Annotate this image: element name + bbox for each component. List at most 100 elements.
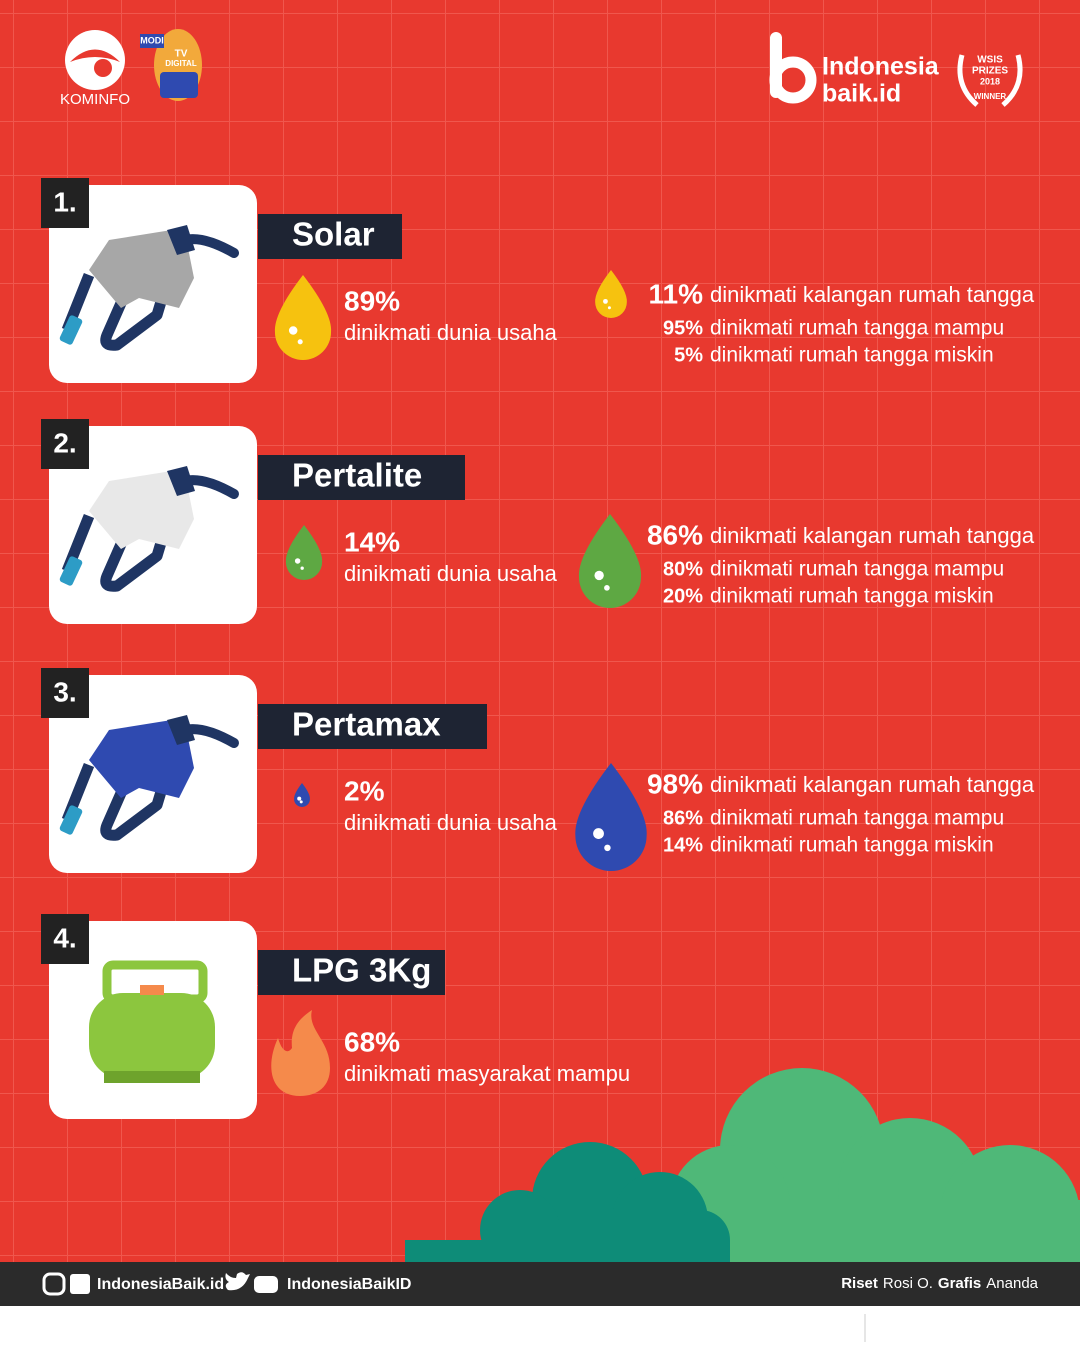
sub-percent: 5% (674, 344, 703, 366)
bushes (405, 1068, 1080, 1285)
mascot-text: TV (175, 49, 188, 60)
side-drop (595, 270, 627, 319)
nozzle-body (89, 228, 194, 308)
credit-part: Ananda (986, 1275, 1038, 1292)
lpg-valve (140, 985, 164, 995)
main-percent: 89% (344, 285, 400, 316)
nozzle-lever (167, 715, 195, 745)
nozzle-lever (167, 225, 195, 255)
partner-logo: KOMINFO newsroom (898, 1319, 1038, 1335)
drop-shine (299, 800, 303, 804)
partner-logo: INDONESIA.GO.ID (407, 1323, 494, 1334)
title-box (258, 950, 445, 995)
main-label: dinikmati dunia usaha (344, 561, 558, 586)
nozzle-spout (59, 556, 83, 586)
sub-label: dinikmati rumah tangga miskin (710, 585, 994, 608)
other-percent: 86% (647, 519, 703, 550)
credit-part: Rosi O. (883, 1275, 933, 1292)
item-title: LPG 3Kg (292, 952, 431, 989)
item-title: Solar (292, 216, 375, 253)
item-number: 2. (53, 427, 76, 458)
brand-logo (769, 32, 817, 104)
nozzle-body (89, 718, 194, 798)
drop-shine (603, 298, 608, 304)
social-handle: IndonesiaBaikID (287, 1276, 411, 1293)
partner-logo: KOMINFO (314, 1323, 352, 1332)
title-box (258, 214, 402, 259)
award-wreath (957, 54, 1023, 107)
side-drop (578, 514, 642, 608)
lpg-base (104, 1071, 200, 1083)
partner-logo: GPR TV (778, 1320, 823, 1334)
mascot-text: MODI (140, 35, 164, 45)
nozzle-body (89, 469, 194, 549)
sub-label: dinikmati rumah tangga mampu (710, 317, 1004, 340)
drop-shine (607, 306, 611, 310)
drop-shine (604, 585, 610, 591)
partner-logo: GPR (140, 1319, 175, 1336)
item-title: Pertamax (292, 706, 441, 743)
number-badge (41, 419, 89, 469)
other-label: dinikmati kalangan rumah tangga (710, 772, 1035, 797)
flame (271, 1010, 330, 1096)
item-number: 1. (53, 186, 76, 217)
drop-shine (604, 844, 611, 852)
partner-logo: JURNAL DIALOG (218, 1322, 292, 1332)
main-label: dinikmati masyarakat mampu (344, 1061, 630, 1086)
item-title: Pertalite (292, 457, 422, 494)
award-text: 2018 (980, 76, 1000, 86)
award-text: WSIS (977, 55, 1003, 66)
nozzle-spout (59, 805, 83, 835)
other-label: dinikmati kalangan rumah tangga (710, 282, 1035, 307)
main-drop (294, 783, 310, 807)
drop-shine (594, 570, 604, 581)
sub-percent: 14% (663, 834, 703, 856)
drop-shine (593, 828, 604, 839)
sub-percent: 20% (663, 585, 703, 607)
footer-bar (0, 1262, 1080, 1306)
number-badge (41, 668, 89, 718)
drop-shine (300, 566, 304, 570)
drop-shine (294, 558, 301, 564)
partner-logo: Indonesia baik.id (662, 1323, 743, 1334)
social-handle: IndonesiaBaik.id (97, 1276, 224, 1293)
nozzle-spout (59, 315, 83, 345)
drop-shine (288, 326, 298, 335)
main-percent: 14% (344, 526, 400, 557)
main-label: dinikmati dunia usaha (344, 320, 558, 345)
credit-part: Grafis (938, 1275, 981, 1292)
main-label: dinikmati dunia usaha (344, 810, 558, 835)
title-box (258, 704, 487, 749)
other-percent: 98% (647, 768, 703, 799)
title-box (258, 455, 465, 500)
sub-label: dinikmati rumah tangga miskin (710, 834, 994, 857)
mascot-text: DIGITAL (165, 59, 197, 68)
number-badge (41, 914, 89, 964)
sub-percent: 80% (663, 558, 703, 580)
main-percent: 2% (344, 775, 385, 806)
main-percent: 68% (344, 1026, 400, 1057)
brand-text: Indonesia (822, 53, 940, 81)
sub-label: dinikmati rumah tangga miskin (710, 344, 994, 367)
partner-logo: FMB9 (47, 1319, 82, 1334)
credits: Riset Rosi O. Grafis Ananda (841, 1275, 1038, 1292)
other-percent: 11% (649, 278, 704, 309)
sub-percent: 95% (663, 317, 703, 339)
drop-shine (297, 339, 303, 345)
award-text: WINNER (974, 92, 1007, 101)
sub-label: dinikmati rumah tangga mampu (710, 807, 1004, 830)
sub-percent: 86% (663, 807, 703, 829)
kominfo-label: KOMINFO (60, 91, 130, 108)
social-icons (42, 1272, 278, 1296)
brand-text: baik.id (822, 80, 901, 108)
kominfo-logo (65, 30, 125, 90)
nozzle-lever (167, 466, 195, 496)
partner-bar (0, 1306, 1080, 1350)
item-number: 4. (53, 922, 76, 953)
award-text: PRIZES (972, 66, 1008, 77)
side-drop (575, 763, 647, 871)
other-label: dinikmati kalangan rumah tangga (710, 523, 1035, 548)
partner-logo: InfoPublik (561, 1319, 625, 1334)
